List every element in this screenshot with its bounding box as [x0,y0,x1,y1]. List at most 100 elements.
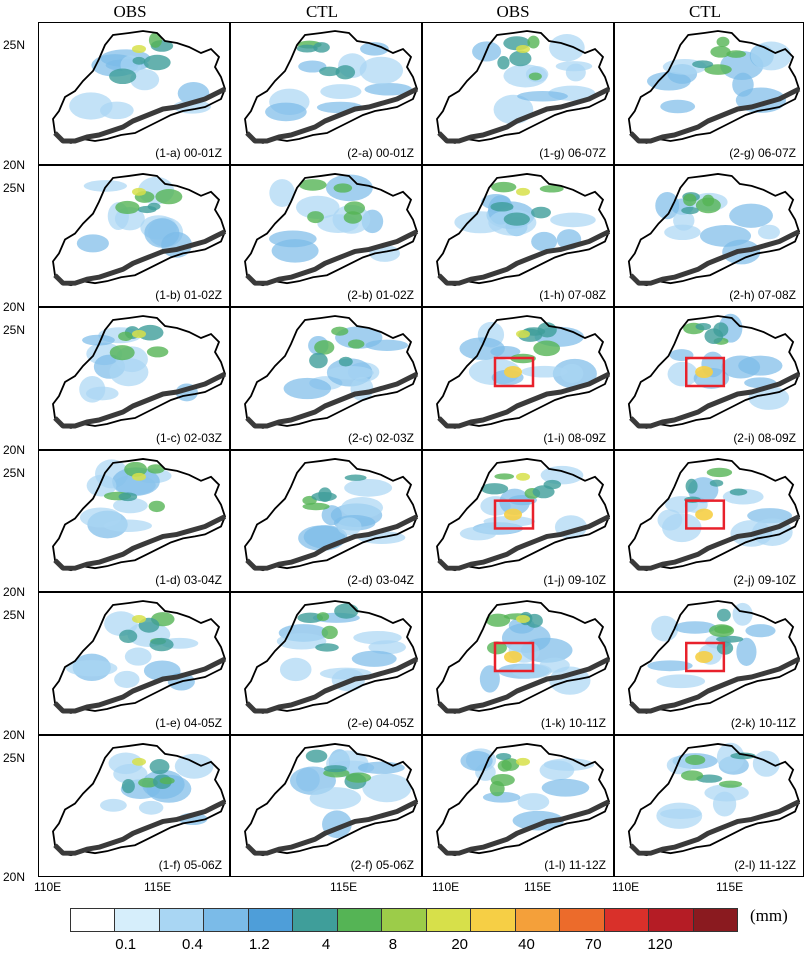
coastline [629,371,801,429]
rain-core [297,612,324,624]
lat-label-20n: 20N [3,158,26,172]
column-title-obs-2: OBS [496,2,530,21]
rain-area [673,621,717,634]
panel-label: (1-a) 00-01Z [154,146,223,160]
rain-area [673,210,695,231]
colorbar-segment [470,908,515,932]
colorbar-segment [158,908,204,932]
rain-area [124,647,152,666]
rain-core [489,781,505,797]
colorbar-tick-label: 1.2 [248,936,270,953]
rain-core [719,780,743,788]
rain-core [148,500,165,513]
province-map [627,600,801,714]
province-map [244,173,419,287]
colorbar-segment [336,908,382,932]
rain-core [543,479,562,490]
rain-core [319,66,340,77]
province-map [52,600,227,714]
rain-area [704,784,749,802]
rain-core [311,491,337,502]
rain-peak [132,472,146,481]
province-map [244,30,419,144]
panel-label: (1-d) 03-04Z [154,573,223,587]
rain-peak [695,651,713,663]
map-panel: (2-i) 08-09Z [614,307,804,450]
coastline [629,514,801,571]
rain-area [100,798,127,812]
rain-area [721,355,761,379]
province-map [52,743,227,857]
rain-area [114,670,140,688]
rain-peak [516,45,530,53]
map-panel: (2-j) 09-10Z [614,450,804,592]
rain-core [497,759,512,772]
colorbar-tick-label: 70 [584,936,602,953]
rain-area [269,230,317,248]
province-land [628,458,800,571]
rain-area [309,787,362,810]
coastline [437,514,611,571]
rain-area [482,791,521,803]
province-map [52,30,227,144]
rain-area [479,665,500,693]
lat-label-20n: 20N [3,728,26,742]
colorbar-segment [603,908,649,932]
rain-area [747,508,793,524]
province-land [245,601,417,713]
rain-area [76,234,109,253]
rain-core [533,340,561,357]
map-panel: (2-a) 00-01Z [230,22,422,165]
panel-label: (2-i) 08-09Z [732,431,797,445]
rain-core [706,467,733,478]
rain-peak [516,757,530,766]
rain-area [541,778,590,797]
rain-area [321,505,342,526]
lat-label-20n: 20N [3,585,26,599]
rain-core [132,56,146,65]
rain-core [115,200,140,215]
rain-core [486,641,507,655]
colorbar-tick-label: 120 [647,936,673,953]
province-border [244,458,418,572]
rain-core [138,777,158,788]
rain-core [485,613,511,627]
rain-core [296,44,318,53]
panel-label: (2-j) 09-10Z [732,573,797,587]
lat-label-25n: 25N [3,38,26,52]
rain-area [144,218,180,248]
rain-area [555,61,593,72]
province-map [627,313,801,429]
rain-area [531,231,558,252]
province-map [244,600,419,714]
colorbar-segment [114,908,159,932]
rain-area [550,212,596,228]
coastline [53,86,227,144]
coastline [437,86,611,144]
coastline [437,371,611,429]
rain-area [664,224,701,241]
rain-core [146,346,169,358]
rain-peak [132,187,146,196]
rain-area [362,773,412,803]
rain-core [302,502,330,511]
map-panel: (2-d) 03-04Z [230,450,422,592]
map-panel: (1-f) 05-06Z [38,735,230,877]
colorbar-segment [692,908,739,932]
rain-area [750,41,792,71]
rain-core [497,55,510,70]
province-map [627,458,801,572]
province-map [52,315,227,429]
province-border [52,30,226,144]
rain-core [307,211,324,224]
highlight-box [685,356,726,388]
rain-area [83,180,127,192]
rain-area [320,84,362,100]
province-border [52,743,226,857]
rain-core [344,474,367,481]
coastline [245,656,419,714]
rain-core [503,212,530,226]
coastline [245,86,419,144]
rain-core [714,625,733,634]
map-panel: (2-f) 05-06Z [230,735,422,877]
